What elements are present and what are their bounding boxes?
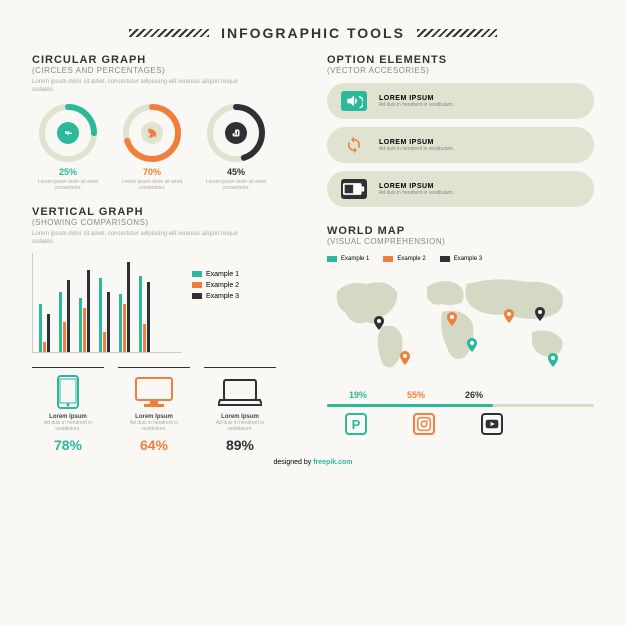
bar-chart xyxy=(32,253,182,353)
map-subtitle: (VISUAL COMPREHENSION) xyxy=(327,237,594,246)
blogger-icon xyxy=(225,122,247,144)
device-laptop: Lorem Ipsum Ad duis in hendrerit in vest… xyxy=(204,367,276,453)
header: INFOGRAPHIC TOOLS xyxy=(32,24,594,42)
right-column: OPTION ELEMENTS (VECTOR ACCESORIES) LORE… xyxy=(327,54,594,453)
stripe-left xyxy=(129,29,209,37)
device-phone: Lorem Ipsum Ad duis in hendrerit in vest… xyxy=(32,367,104,453)
donut-2: 45% Lorem ipsum dolor sit amet consectet… xyxy=(200,103,272,192)
phone-icon xyxy=(32,374,104,410)
option-pill-2: LOREM IPSUM Ad duis in hendrerit in vest… xyxy=(327,171,594,207)
monitor-icon xyxy=(118,374,190,410)
device-pct-1: 64% xyxy=(118,437,190,453)
bar-legend: Example 1 Example 2 Example 3 xyxy=(192,267,239,353)
donut-pct-0: 25% xyxy=(32,167,104,177)
pill-title-0: LOREM IPSUM xyxy=(379,95,454,102)
laptop-icon xyxy=(204,374,276,410)
device-sub-0: Ad duis in hendrerit in vestibulum. xyxy=(32,420,104,433)
bar-group-3 xyxy=(99,278,113,352)
pinterest-icon: P xyxy=(345,413,367,435)
circular-section: CIRCULAR GRAPH (CIRCLES AND PERCENTAGES)… xyxy=(32,54,299,192)
instagram-icon xyxy=(413,413,435,435)
map-pin-6 xyxy=(548,353,558,367)
legend-item-0: Example 1 xyxy=(192,271,239,278)
vertical-section: VERTICAL GRAPH (SHOWING COMPARISONS) Lor… xyxy=(32,206,299,353)
footer: designed by freepik.com xyxy=(32,459,594,466)
donut-pct-2: 45% xyxy=(200,167,272,177)
circular-subtitle: (CIRCLES AND PERCENTAGES) xyxy=(32,66,299,75)
world-map xyxy=(327,272,587,382)
options-title: OPTION ELEMENTS xyxy=(327,54,594,66)
stripe-right xyxy=(417,29,497,37)
option-pill-1: LOREM IPSUM Ad duis in hendrerit in vest… xyxy=(327,127,594,163)
device-monitor: Lorem Ipsum Ad duis in hendrerit in vest… xyxy=(118,367,190,453)
bar-group-0 xyxy=(39,304,53,352)
timeline-val-1: 55% xyxy=(407,390,425,400)
map-pin-4 xyxy=(504,309,514,323)
options-section: OPTION ELEMENTS (VECTOR ACCESORIES) LORE… xyxy=(327,54,594,207)
devices-row: Lorem Ipsum Ad duis in hendrerit in vest… xyxy=(32,367,299,453)
map-legend-1: Example 2 xyxy=(383,256,425,262)
pill-desc-0: Ad duis in hendrerit in vestibulum. xyxy=(379,102,454,108)
circular-title: CIRCULAR GRAPH xyxy=(32,54,299,66)
map-pin-0 xyxy=(374,316,384,330)
timeline-val-2: 26% xyxy=(465,390,483,400)
page-title: INFOGRAPHIC TOOLS xyxy=(221,25,405,41)
left-column: CIRCULAR GRAPH (CIRCLES AND PERCENTAGES)… xyxy=(32,54,299,453)
map-pin-2 xyxy=(447,312,457,326)
speaker-icon xyxy=(341,91,367,111)
pill-title-2: LOREM IPSUM xyxy=(379,183,454,190)
bar-group-5 xyxy=(139,276,153,352)
twitter-icon xyxy=(141,122,163,144)
donut-caption-2: Lorem ipsum dolor sit amet consectetur. xyxy=(200,179,272,192)
timeline: 19% 55% 26% P xyxy=(327,390,594,435)
donut-caption-0: Lorem ipsum dolor sit amet consectetur. xyxy=(32,179,104,192)
map-legend-2: Example 3 xyxy=(440,256,482,262)
refresh-icon xyxy=(341,135,367,155)
legend-item-2: Example 3 xyxy=(192,293,239,300)
donut-pct-1: 70% xyxy=(116,167,188,177)
map-pin-5 xyxy=(535,307,545,321)
circular-caption: Lorem ipsum dolor sit amet, consectetur … xyxy=(32,78,252,95)
map-legend-0: Example 1 xyxy=(327,256,369,262)
map-title: WORLD MAP xyxy=(327,225,594,237)
map-pin-1 xyxy=(400,351,410,365)
pill-desc-2: Ad duis in hendrerit in vestibulum. xyxy=(379,190,454,196)
map-legend: Example 1 Example 2 Example 3 xyxy=(327,252,594,266)
bar-group-1 xyxy=(59,280,73,352)
device-sub-2: Ad duis in hendrerit in vestibulum. xyxy=(204,420,276,433)
donut-0: 25% Lorem ipsum dolor sit amet consectet… xyxy=(32,103,104,192)
facebook-icon xyxy=(57,122,79,144)
map-pin-3 xyxy=(467,338,477,352)
donut-1: 70% Lorem ipsum dolor sit amet consectet… xyxy=(116,103,188,192)
vertical-subtitle: (SHOWING COMPARISONS) xyxy=(32,218,299,227)
bar-group-2 xyxy=(79,270,93,352)
device-pct-0: 78% xyxy=(32,437,104,453)
timeline-val-0: 19% xyxy=(349,390,367,400)
youtube-icon xyxy=(481,413,503,435)
pill-desc-1: Ad duis in hendrerit in vestibulum. xyxy=(379,146,454,152)
options-subtitle: (VECTOR ACCESORIES) xyxy=(327,66,594,75)
vertical-title: VERTICAL GRAPH xyxy=(32,206,299,218)
footer-designed: designed by xyxy=(273,459,311,466)
worldmap-section: WORLD MAP (VISUAL COMPREHENSION) Example… xyxy=(327,225,594,435)
bar-group-4 xyxy=(119,262,133,352)
device-sub-1: Ad duis in hendrerit in vestibulum. xyxy=(118,420,190,433)
vertical-caption: Lorem ipsum dolor sit amet, consectetur … xyxy=(32,230,252,247)
option-pill-0: LOREM IPSUM Ad duis in hendrerit in vest… xyxy=(327,83,594,119)
donut-caption-1: Lorem ipsum dolor sit amet consectetur. xyxy=(116,179,188,192)
battery-icon xyxy=(341,179,367,199)
page: INFOGRAPHIC TOOLS CIRCULAR GRAPH (CIRCLE… xyxy=(0,0,626,478)
footer-brand: freepik.com xyxy=(313,459,352,466)
legend-item-1: Example 2 xyxy=(192,282,239,289)
pill-title-1: LOREM IPSUM xyxy=(379,139,454,146)
device-pct-2: 89% xyxy=(204,437,276,453)
